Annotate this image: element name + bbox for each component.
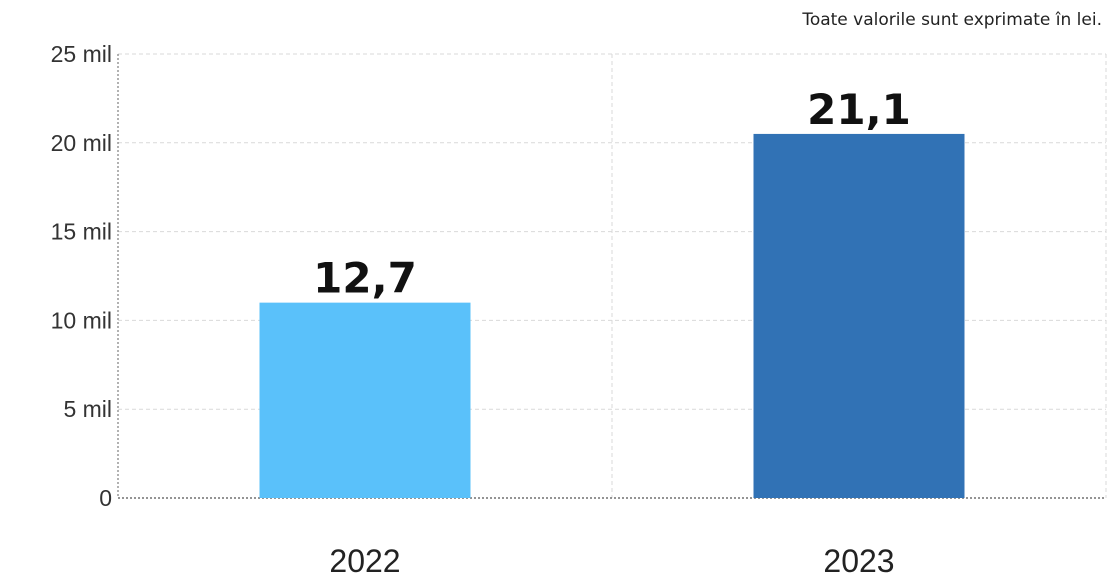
bar-2022 <box>259 302 471 498</box>
x-tick-label-2022: 2022 <box>329 543 400 579</box>
y-tick-label: 10 mil <box>51 307 112 333</box>
y-tick-label: 25 mil <box>51 41 112 67</box>
y-tick-label: 5 mil <box>63 396 112 422</box>
value-label-2022: 12,7 <box>313 254 417 303</box>
value-label-2023: 21,1 <box>807 85 911 134</box>
labels: 0 5 mil 10 mil 15 mil 20 mil 25 mil 12,7 2022 21… <box>51 41 911 579</box>
x-tick-label-2023: 2023 <box>823 543 894 579</box>
y-tick-label: 15 mil <box>51 219 112 245</box>
y-tick-label: 20 mil <box>51 130 112 156</box>
y-tick-label: 0 <box>99 485 112 511</box>
currency-note: Toate valorile sunt exprimate în lei. <box>802 10 1102 30</box>
bar-2023 <box>753 133 965 499</box>
bars <box>259 133 965 499</box>
